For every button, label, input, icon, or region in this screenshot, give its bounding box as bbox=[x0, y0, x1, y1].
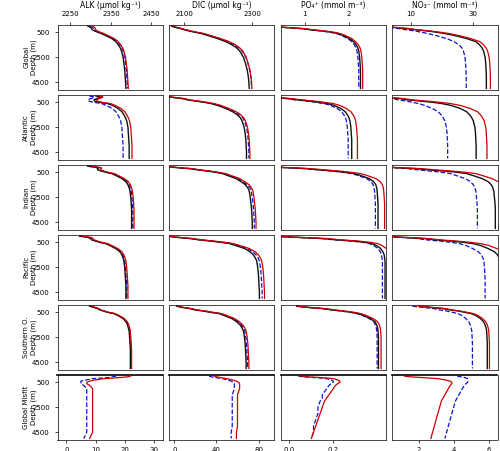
Title: ALK (μmol kg⁻¹): ALK (μmol kg⁻¹) bbox=[80, 1, 140, 10]
Title: NO₃⁻ (mmol m⁻³): NO₃⁻ (mmol m⁻³) bbox=[412, 1, 478, 10]
Y-axis label: Southern O.
Depth (m): Southern O. Depth (m) bbox=[24, 317, 37, 358]
Y-axis label: Atlantic
Depth (m): Atlantic Depth (m) bbox=[24, 110, 37, 145]
Y-axis label: Global Misfit
Depth (m): Global Misfit Depth (m) bbox=[24, 386, 37, 429]
Title: PO₄⁺ (mmol m⁻³): PO₄⁺ (mmol m⁻³) bbox=[301, 1, 366, 10]
Title: DIC (μmol kg⁻¹): DIC (μmol kg⁻¹) bbox=[192, 1, 252, 10]
Y-axis label: Pacific
Depth (m): Pacific Depth (m) bbox=[24, 249, 37, 285]
Y-axis label: Global
Depth (m): Global Depth (m) bbox=[24, 39, 37, 75]
Y-axis label: Indian
Depth (m): Indian Depth (m) bbox=[24, 179, 37, 215]
